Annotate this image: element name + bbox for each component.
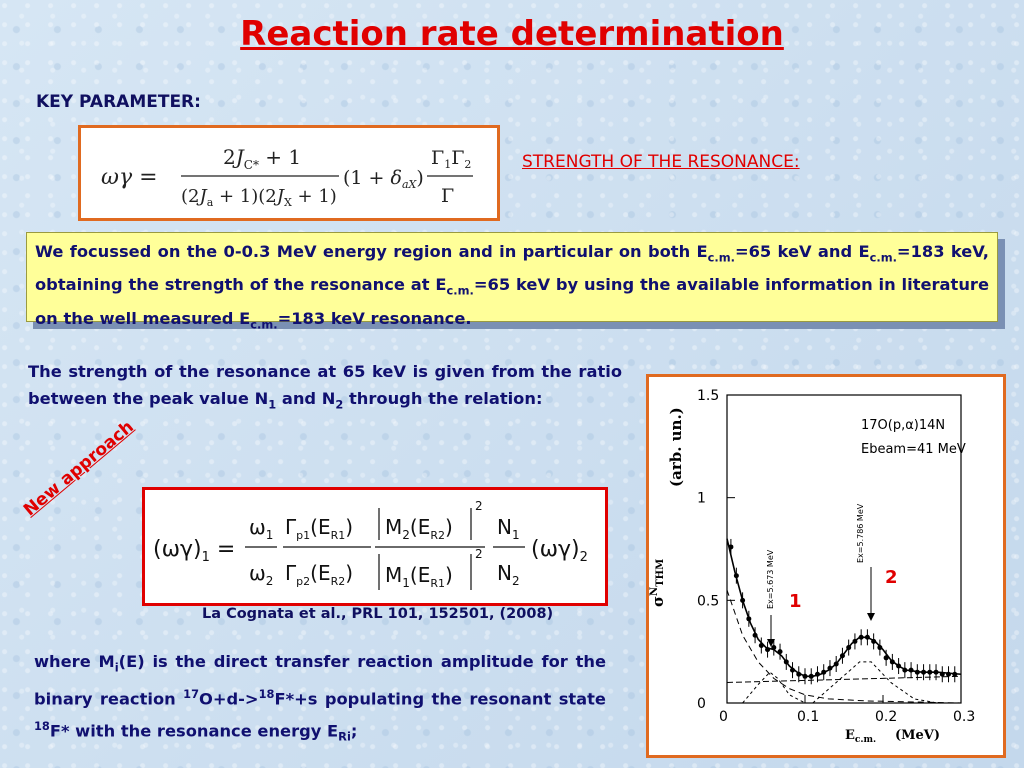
svg-text:Γ1Γ2: Γ1Γ2 [431,147,471,171]
y-tick-label: 0 [697,696,706,712]
svg-text:ω1: ω1 [249,515,273,542]
svg-text:Γ: Γ [441,185,454,207]
data-point [946,671,952,677]
data-point [752,632,758,638]
svg-text:(ωγ)2: (ωγ)2 [531,537,588,565]
flat-background-line [726,675,962,683]
new-approach-label: New approach [20,416,138,521]
peak2-curve [812,661,938,704]
page-title: Reaction rate determination [240,14,784,54]
svg-text:2: 2 [475,547,483,561]
strength-label: STRENGTH OF THE RESONANCE: [522,152,800,172]
svg-text:(2Ja + 1)(2JX + 1): (2Ja + 1)(2JX + 1) [181,186,337,209]
res2-label: Ex=5.786 MeV [856,503,865,563]
data-point [858,634,864,640]
data-point [871,638,877,644]
marker-1: 1 [789,591,802,612]
data-point [952,671,958,677]
data-point [877,645,883,651]
key-parameter-equation: ωγ = 2JC* + 1 (2Ja + 1)(2JX + 1) (1 + δa… [78,125,500,221]
amplitude-paragraph: where Mi(E) is the direct transfer react… [34,652,606,744]
omega-gamma-formula: ωγ = 2JC* + 1 (2Ja + 1)(2JX + 1) (1 + δa… [101,145,473,209]
x-tick-label: 0.1 [797,709,819,725]
key-parameter-label: KEY PARAMETER: [36,92,201,112]
x-tick-label: 0 [719,709,728,725]
y-tick-label: 0.5 [697,593,719,609]
x-tick-label: 0.2 [875,709,897,725]
peak1-curve [742,671,806,704]
svg-text:Γp1(ER1): Γp1(ER1) [285,515,353,542]
data-point [852,638,858,644]
svg-text:N2: N2 [497,561,520,588]
strength-paragraph: The strength of the resonance at 65 keV … [28,362,622,412]
data-point [908,667,914,673]
x-axis-label: (MeV) [895,728,940,743]
data-point [733,573,739,579]
svg-text:(1 + δaX): (1 + δaX) [343,167,424,191]
ratio-equation: (ωγ)1 = ω1 ω2 Γp1(ER1) Γp2(ER2) M2(ER2) … [142,487,608,606]
data-point [746,616,752,622]
data-point [765,647,771,653]
marker-2: 2 [885,567,898,588]
data-point [808,673,814,679]
data-point [921,669,927,675]
cross-section-chart: 0 0.1 0.2 0.3 0 0.5 1 1.5 17O(p,α)14N Ebeam=41 … [646,374,1006,758]
data-point [939,671,945,677]
svg-text:N1: N1 [497,515,520,542]
background-curve [726,589,962,704]
fit-curve [726,538,962,678]
beam-label: Ebeam=41 MeV [861,442,966,457]
svg-text:2JC* + 1: 2JC* + 1 [223,145,301,172]
data-point [777,649,783,655]
reference-citation: La Cognata et al., PRL 101, 152501, (200… [202,606,554,622]
data-point [758,643,764,649]
data-point [790,667,796,673]
data-point [839,653,845,659]
data-point [796,671,802,677]
y-axis-symbol: σNTHM [649,559,667,607]
data-point [783,659,789,665]
svg-text:M2(ER2): M2(ER2) [385,515,453,542]
data-point [902,667,908,673]
data-point [914,669,920,675]
data-point [883,655,889,661]
data-point [821,669,827,675]
data-point [889,659,895,665]
data-point [827,665,833,671]
data-point [814,671,820,677]
chart-svg: 0 0.1 0.2 0.3 0 0.5 1 1.5 17O(p,α)14N Ebeam=41 … [649,388,975,745]
data-point [802,673,808,679]
data-point [927,669,933,675]
y-axis-label: (arb. un.) [667,407,685,487]
data-point [740,597,746,603]
svg-text:(ωγ)1 =: (ωγ)1 = [153,537,235,565]
y-tick-label: 1.5 [697,388,719,404]
plot-frame [726,394,962,704]
y-tick-label: 1 [697,491,706,507]
data-point [846,645,852,651]
highlight-text: We focussed on the 0-0.3 MeV energy regi… [35,242,989,331]
data-point [933,669,939,675]
x-axis-symbol: Ec.m. [845,728,876,745]
data-point [864,634,870,640]
res1-label: Ex=5.673 MeV [766,549,775,609]
svg-text:M1(ER1): M1(ER1) [385,563,453,590]
data-point [896,663,902,669]
svg-text:ω2: ω2 [249,561,273,588]
data-point [833,661,839,667]
data-point [771,645,777,651]
svg-text:ωγ =: ωγ = [101,165,158,190]
ratio-formula: (ωγ)1 = ω1 ω2 Γp1(ER1) Γp2(ER2) M2(ER2) … [153,499,588,590]
data-point [728,544,734,550]
svg-text:Γp2(ER2): Γp2(ER2) [285,561,353,588]
svg-text:2: 2 [475,499,483,513]
highlight-box: We focussed on the 0-0.3 MeV energy regi… [26,232,998,331]
reaction-label: 17O(p,α)14N [861,418,945,433]
x-tick-label: 0.3 [953,709,975,725]
